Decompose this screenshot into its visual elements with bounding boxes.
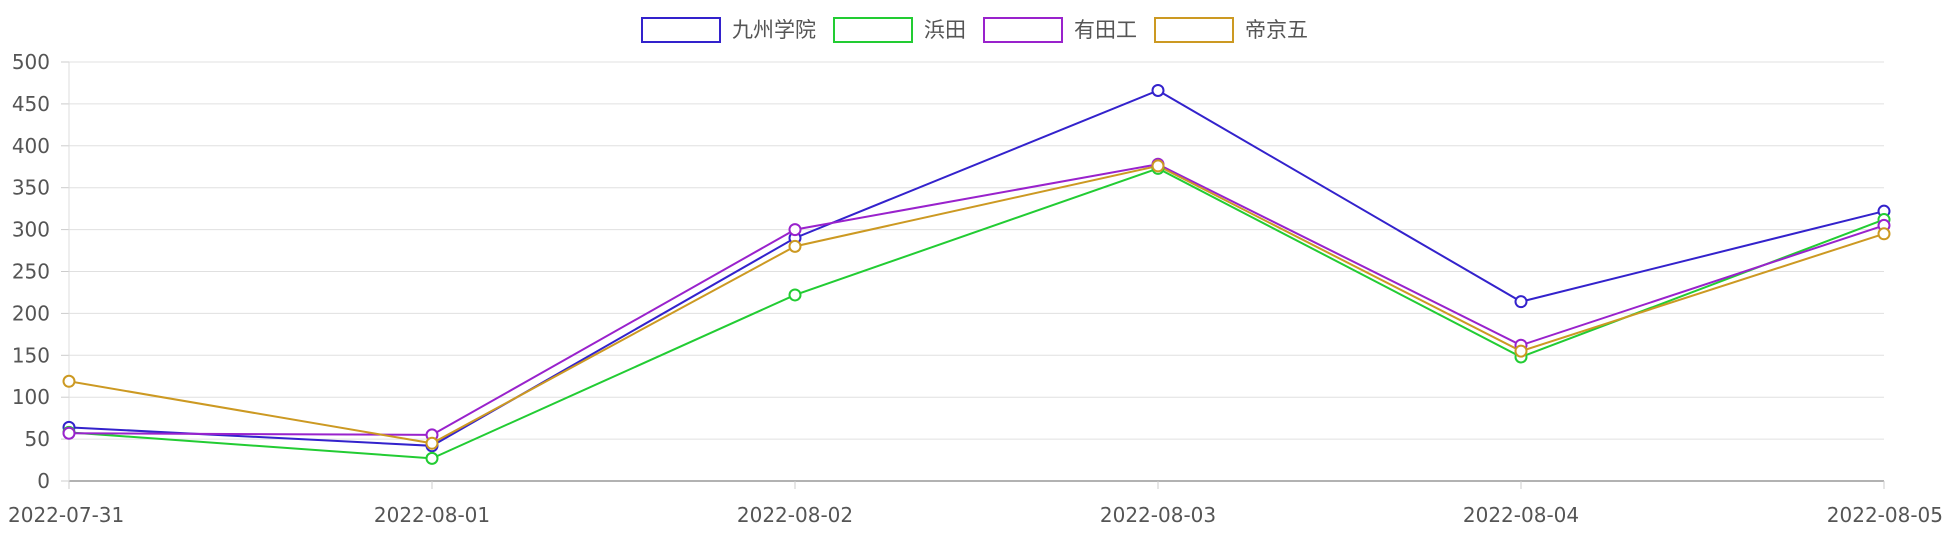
y-tick-label: 300 — [12, 218, 50, 242]
x-tick-label: 2022-08-03 — [1100, 503, 1216, 527]
legend-item[interactable]: 九州学院 — [641, 17, 816, 43]
y-tick-label: 200 — [12, 301, 50, 325]
data-point[interactable] — [1151, 83, 1165, 97]
grid — [69, 61, 1884, 482]
y-tick-label: 450 — [12, 92, 50, 116]
legend-swatch — [833, 17, 913, 43]
plot-area — [62, 83, 1891, 465]
y-axis: 0 50 100 150 200 250 300 350 400 450 500 — [12, 50, 70, 493]
y-tick-label: 0 — [37, 469, 50, 493]
x-tick-label: 2022-08-05 — [1827, 503, 1943, 527]
y-tick-label: 250 — [12, 260, 50, 284]
data-point[interactable] — [425, 436, 439, 450]
legend-swatch — [1154, 17, 1234, 43]
data-point[interactable] — [788, 288, 802, 302]
y-tick-label: 100 — [12, 385, 50, 409]
data-point[interactable] — [1514, 295, 1528, 309]
y-tick-label: 400 — [12, 134, 50, 158]
data-point[interactable] — [1877, 227, 1891, 241]
series-line — [68, 164, 1885, 445]
series-line — [68, 89, 1885, 447]
legend-item[interactable]: 浜田 — [833, 17, 966, 43]
data-point[interactable] — [62, 426, 76, 440]
data-point[interactable] — [788, 239, 802, 253]
legend-swatch — [983, 17, 1063, 43]
series-line — [68, 163, 1885, 436]
legend: 九州学院 浜田 有田工 帝京五 — [641, 17, 1308, 43]
legend-label: 浜田 — [924, 18, 966, 42]
legend-label: 有田工 — [1074, 18, 1137, 42]
y-tick-label: 150 — [12, 343, 50, 367]
series-line — [68, 167, 1885, 460]
data-point[interactable] — [1514, 344, 1528, 358]
data-point[interactable] — [425, 451, 439, 465]
legend-item[interactable]: 帝京五 — [1154, 17, 1308, 43]
data-point[interactable] — [788, 223, 802, 237]
y-tick-label: 350 — [12, 176, 50, 200]
data-point[interactable] — [1151, 159, 1165, 173]
x-tick-label: 2022-08-04 — [1463, 503, 1579, 527]
x-tick-label: 2022-07-31 — [8, 503, 124, 527]
legend-item[interactable]: 有田工 — [983, 17, 1137, 43]
legend-swatch — [641, 17, 721, 43]
x-tick-label: 2022-08-01 — [374, 503, 490, 527]
y-tick-label: 50 — [25, 427, 50, 451]
x-tick-label: 2022-08-02 — [737, 503, 853, 527]
legend-label: 帝京五 — [1245, 18, 1308, 42]
legend-label: 九州学院 — [732, 18, 816, 42]
y-tick-label: 500 — [12, 50, 50, 74]
x-axis: 2022-07-31 2022-08-01 2022-08-02 2022-08-03… — [8, 481, 1943, 527]
data-point[interactable] — [62, 374, 76, 388]
